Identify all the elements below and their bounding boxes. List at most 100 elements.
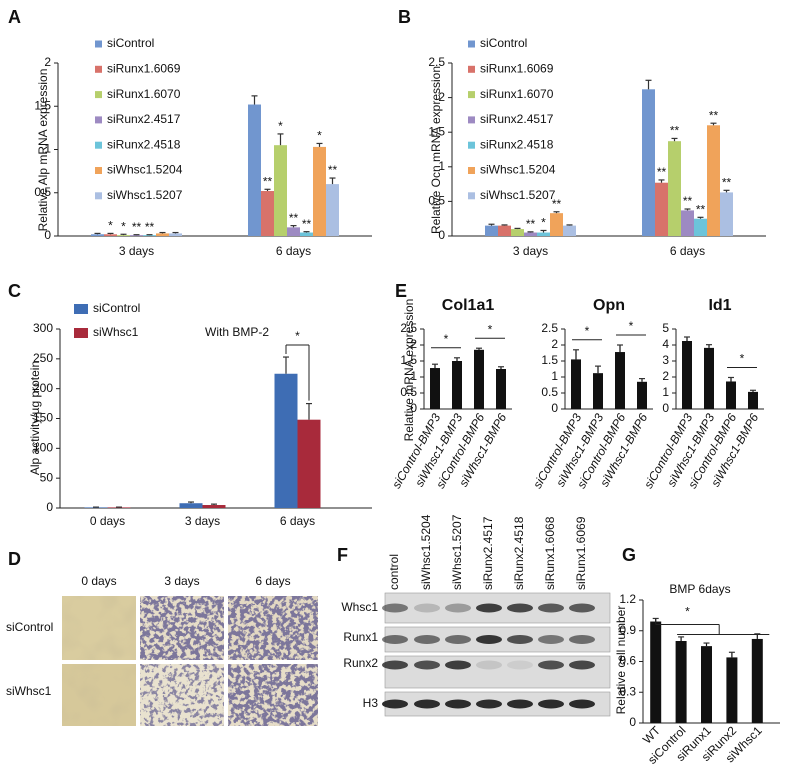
blot-strip	[384, 655, 611, 689]
blot-band	[569, 603, 595, 613]
y-tick-label: 1.5	[400, 353, 417, 367]
bar	[498, 225, 511, 236]
bar	[179, 503, 203, 508]
legend-swatch	[468, 141, 475, 149]
legend-label: siWhsc1	[93, 325, 139, 339]
legend-swatch	[468, 192, 475, 200]
y-tick-label: 0.3	[619, 684, 636, 698]
significance-mark: *	[121, 219, 126, 233]
bar	[300, 232, 313, 236]
legend-label: siRunx1.6070	[107, 87, 181, 101]
x-tick-label: 3 days	[119, 244, 154, 258]
bar	[430, 368, 440, 409]
micrograph-texture	[140, 596, 224, 660]
significance-mark: *	[740, 352, 745, 366]
y-tick-label: 3	[662, 353, 669, 367]
legend-swatch	[468, 91, 475, 99]
panel-letter: B	[398, 7, 411, 27]
legend-label: siRunx2.4517	[480, 112, 554, 126]
y-tick-label: 200	[33, 381, 53, 395]
bar	[537, 232, 550, 236]
lane-label: siWhsc1.5204	[419, 514, 433, 590]
bar	[248, 104, 261, 237]
legend-swatch	[468, 65, 475, 73]
bar	[550, 213, 563, 236]
blot-band	[382, 660, 408, 670]
blot-row-label: Runx2	[343, 656, 378, 670]
legend-label: siControl	[480, 36, 527, 50]
bar	[751, 638, 763, 723]
lane-label: control	[387, 554, 401, 590]
legend-swatch	[95, 141, 102, 149]
blot-band	[414, 603, 440, 613]
significance-mark: **	[696, 202, 706, 216]
y-tick-label: 0	[44, 228, 51, 242]
y-tick-label: 1	[662, 385, 669, 399]
y-tick-label: 1	[438, 159, 445, 173]
blot-band	[382, 699, 408, 709]
y-axis-label: Relative Alp mRNA expression	[36, 69, 50, 232]
panel-letter: E	[395, 281, 407, 301]
micrograph-texture	[140, 664, 224, 726]
bar	[485, 225, 498, 236]
bar	[156, 233, 169, 236]
blot-band	[507, 699, 533, 709]
bar	[704, 347, 714, 409]
blot-row-label: Whsc1	[341, 600, 378, 614]
bar	[496, 369, 506, 409]
significance-mark: *	[108, 219, 113, 233]
panel-letter: G	[622, 545, 636, 565]
blot-band	[445, 635, 471, 644]
bar	[511, 229, 524, 236]
bar	[91, 234, 104, 236]
significance-mark: **	[289, 211, 299, 225]
chart-title: Col1a1	[442, 297, 495, 314]
significance-mark: *	[685, 605, 690, 619]
legend-swatch	[74, 328, 88, 338]
significance-mark: *	[629, 319, 634, 333]
bar	[726, 657, 738, 723]
y-tick-label: 0.9	[619, 623, 636, 637]
micrograph-texture	[62, 596, 136, 660]
legend-swatch	[95, 167, 102, 174]
significance-mark: **	[709, 108, 719, 122]
y-tick-label: 0.5	[428, 194, 445, 208]
bar	[701, 646, 712, 723]
y-tick-label: 0	[438, 228, 445, 242]
legend-swatch	[95, 40, 102, 48]
bar	[326, 184, 339, 236]
significance-mark: **	[683, 194, 693, 208]
y-axis-label: Alp activity/µg protein	[28, 361, 42, 475]
significance-mark: **	[145, 220, 155, 234]
significance-mark: **	[657, 165, 667, 179]
legend-label: siControl	[93, 301, 140, 315]
y-tick-label: 2.5	[428, 55, 445, 69]
y-axis-label: Relative Ocn mRNA expression	[429, 66, 443, 234]
bar	[694, 218, 707, 236]
blot-row-label: Runx1	[343, 630, 378, 644]
bar	[615, 352, 625, 409]
bar	[474, 349, 484, 409]
micrograph-texture	[228, 664, 318, 726]
blot-band	[507, 635, 533, 644]
lane-label: siRunx2.4518	[512, 516, 526, 590]
significance-mark: **	[263, 174, 273, 188]
legend-label: siRunx2.4517	[107, 112, 181, 126]
bar	[675, 641, 687, 723]
micrograph-texture	[228, 596, 318, 660]
y-tick-label: 5	[662, 321, 669, 335]
lane-label: siRunx1.6068	[543, 516, 557, 590]
x-tick-label: 0 days	[90, 514, 125, 528]
blot-band	[445, 660, 471, 670]
legend-label: siRunx1.6069	[107, 61, 181, 75]
legend-label: siRunx2.4518	[480, 137, 554, 151]
blot-band	[538, 660, 564, 670]
legend-swatch	[74, 304, 88, 314]
legend-label: siControl	[107, 36, 154, 50]
blot-band	[445, 699, 471, 709]
y-tick-label: 2.5	[400, 321, 417, 335]
blot-band	[476, 635, 502, 644]
